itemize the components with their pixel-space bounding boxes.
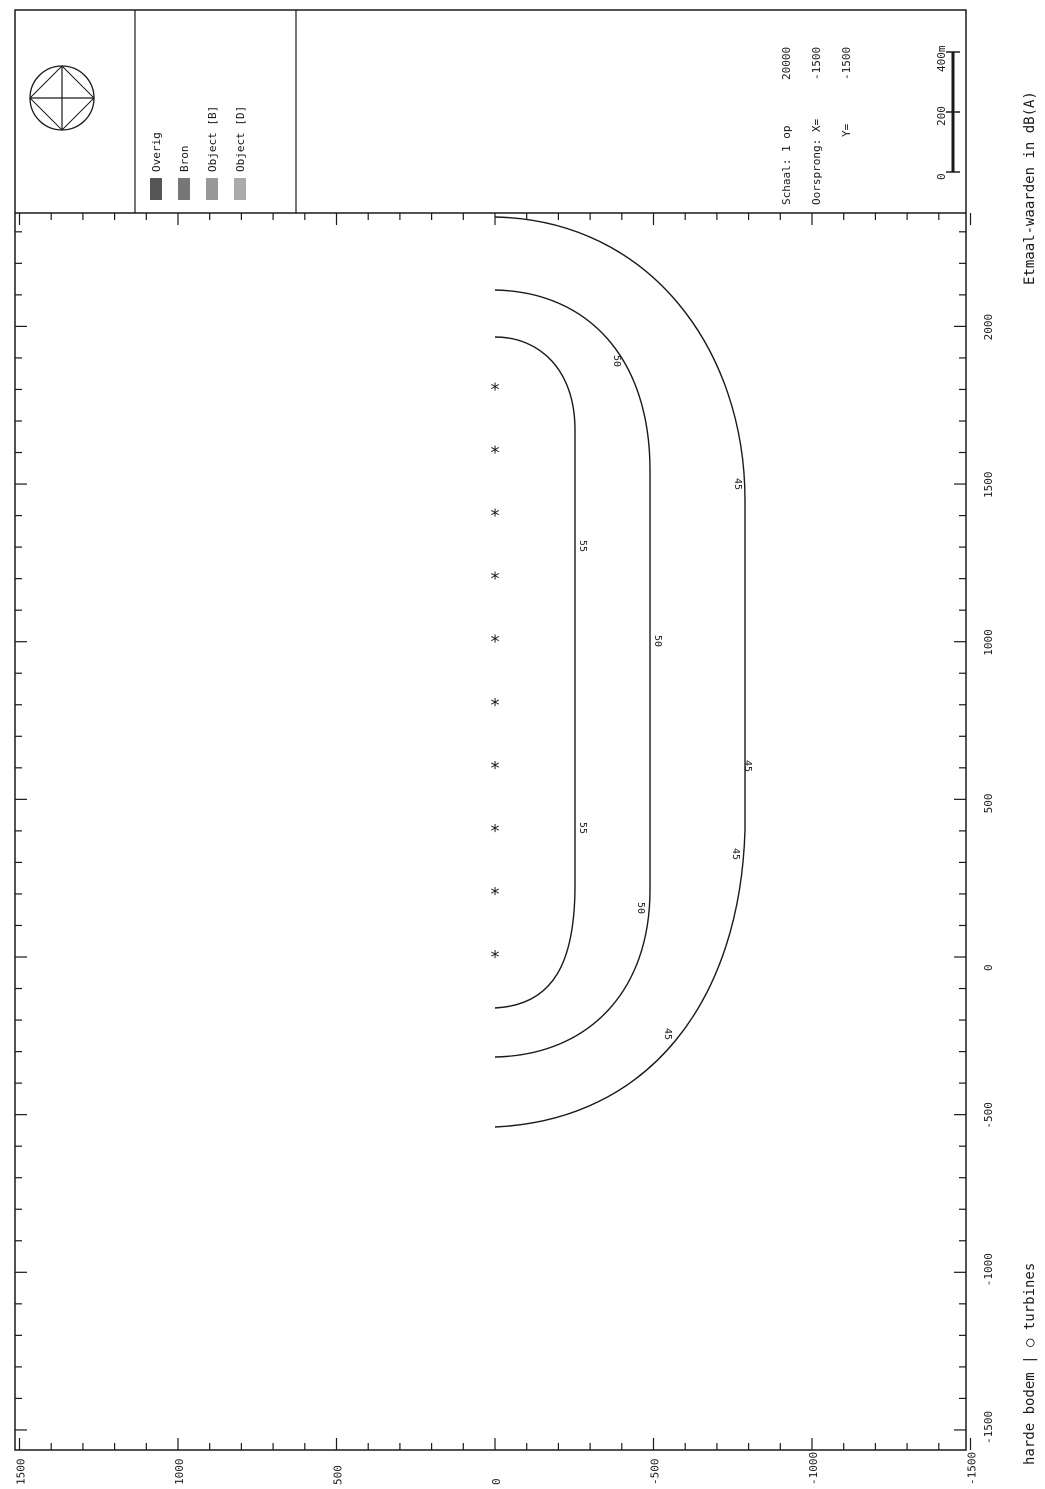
vertical-tick-text: 500	[332, 1465, 345, 1485]
legend-label-overig: Overig	[150, 132, 163, 172]
caption-etmaal: Etmaal-waarden in dB(A)	[1022, 91, 1038, 285]
turbine-marker-icon: *	[490, 695, 501, 716]
turbine-marker-icon: *	[490, 632, 501, 653]
turbine-marker-icon: *	[490, 821, 501, 842]
vertical-tick-label: -500	[649, 1459, 662, 1486]
legend-swatch-overig	[150, 178, 162, 200]
vertical-tick-text: -1000	[807, 1452, 820, 1485]
legend-swatch-bron	[178, 178, 190, 200]
vertical-tick-label: -1000	[807, 1452, 820, 1485]
scalebar-tick-400: 400m	[935, 45, 948, 72]
horizontal-tick-text: 2000	[982, 314, 995, 341]
horizontal-tick-label: -1000	[982, 1253, 995, 1286]
horizontal-tick-label: 2000	[982, 314, 995, 341]
turbine-marker-icon: *	[490, 506, 501, 527]
contour-lines	[494, 216, 746, 1128]
vertical-tick-text: -500	[649, 1459, 662, 1486]
contour-45	[494, 216, 746, 1128]
oorsprong-label: Oorsprong: X=	[810, 119, 823, 205]
contour-55	[494, 336, 576, 1009]
contour-label-50: 50	[611, 355, 622, 367]
vertical-tick-label: -1500	[966, 1452, 979, 1485]
legend-label-bron: Bron	[178, 146, 191, 173]
vertical-tick-text: 1000	[173, 1459, 186, 1486]
horizontal-tick-text: 500	[982, 793, 995, 813]
horizontal-tick-text: -1000	[982, 1253, 995, 1286]
contour-label-50: 50	[652, 635, 663, 647]
contour-50	[494, 289, 651, 1058]
legend-label-object-b: Object [B]	[206, 106, 219, 172]
oorsprong-y-label: Y=	[840, 123, 853, 137]
contour-label-55: 55	[577, 540, 588, 552]
schaal-label: Schaal: 1 op	[780, 126, 793, 205]
vertical-tick-label: 1500	[15, 1459, 28, 1486]
vertical-tick-text: 0	[490, 1478, 503, 1485]
scale-bar: 0 200 400m	[935, 45, 960, 180]
horizontal-tick-text: 1000	[982, 629, 995, 656]
scalebar-tick-200: 200	[935, 106, 948, 126]
scalebar-tick-0: 0	[935, 173, 948, 180]
horizontal-tick-label: 0	[982, 964, 995, 971]
horizontal-tick-text: -1500	[982, 1411, 995, 1444]
oorsprong-x: -1500	[810, 47, 823, 80]
caption-harde-bodem: harde bodem | ○ turbines	[1022, 1263, 1038, 1465]
legend-swatch-object-d	[234, 178, 246, 200]
horizontal-tick-label: 1000	[982, 629, 995, 656]
turbine-marker-icon: *	[490, 569, 501, 590]
legend: Overig Bron Object [B] Object [D]	[150, 106, 247, 200]
horizontal-tick-label: -500	[982, 1102, 995, 1129]
contour-label-55: 55	[577, 822, 588, 834]
vertical-tick-labels: 1500 1000 500 0 -500 -1000 -1500	[15, 1452, 979, 1485]
turbine-marker-icon: *	[490, 379, 501, 400]
horizontal-tick-label: 500	[982, 793, 995, 813]
vertical-tick-text: -1500	[966, 1452, 979, 1485]
vertical-tick-label: 1000	[173, 1459, 186, 1486]
schaal-value: 20000	[780, 47, 793, 80]
horizontal-tick-text: -500	[982, 1102, 995, 1129]
horizontal-tick-labels: -1500 -1000 -500 0 500 1000 1500 2000	[982, 314, 995, 1444]
vertical-tick-text: 1500	[15, 1459, 28, 1486]
turbine-marker-icon: *	[490, 884, 501, 905]
horizontal-tick-text: 0	[982, 964, 995, 971]
horizontal-tick-label: -1500	[982, 1411, 995, 1444]
turbine-markers: * * * * * * * * * *	[490, 379, 501, 968]
contour-label-50: 50	[635, 902, 646, 914]
horizontal-tick-label: 1500	[982, 472, 995, 499]
oorsprong-y: -1500	[840, 47, 853, 80]
scale-info: Schaal: 1 op 20000 Oorsprong: X= -1500 Y…	[780, 45, 960, 205]
north-arrow-icon	[29, 65, 95, 131]
contour-label-45: 45	[732, 478, 743, 490]
contour-labels: 50 55 50 55 50 45 45 45 45	[577, 355, 753, 1040]
turbine-marker-icon: *	[490, 443, 501, 464]
contour-label-45: 45	[730, 848, 741, 860]
legend-swatch-object-b	[206, 178, 218, 200]
turbine-marker-icon: *	[490, 758, 501, 779]
vertical-tick-label: 500	[332, 1465, 345, 1485]
contour-label-45: 45	[662, 1028, 673, 1040]
horizontal-tick-text: 1500	[982, 472, 995, 499]
contour-label-45: 45	[742, 760, 753, 772]
turbine-marker-icon: *	[490, 947, 501, 968]
axis-ticks	[15, 213, 972, 1450]
vertical-tick-label: 0	[490, 1478, 503, 1485]
map-frame	[14, 9, 967, 1451]
legend-label-object-d: Object [D]	[234, 106, 247, 172]
